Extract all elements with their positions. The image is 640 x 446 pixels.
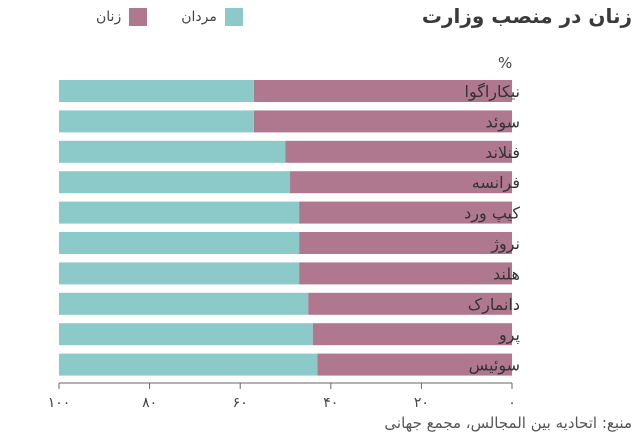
x-tick-label-1: ۲۰ xyxy=(414,395,429,411)
unit-label: % xyxy=(498,54,513,72)
bar-women-7 xyxy=(308,292,512,315)
legend-label-women: زنان xyxy=(96,9,122,25)
bar-men-4 xyxy=(59,201,300,224)
bar-women-9 xyxy=(317,353,512,376)
bar-men-7 xyxy=(59,292,309,315)
bar-men-1 xyxy=(59,110,254,133)
category-label-2: فنلاند xyxy=(485,143,520,162)
bar-women-2 xyxy=(285,140,512,163)
x-tick-label-3: ۶۰ xyxy=(233,395,248,411)
bar-men-8 xyxy=(59,323,313,346)
x-tick-label-4: ۸۰ xyxy=(142,395,157,411)
category-label-6: هلند xyxy=(493,264,520,283)
x-tick-label-5: ۱۰۰ xyxy=(48,395,71,411)
bar-women-0 xyxy=(253,80,513,102)
x-tick-label-2: ۴۰ xyxy=(323,395,338,411)
legend-swatch-men xyxy=(224,8,243,26)
category-label-0: نیکاراگوا xyxy=(465,82,521,102)
bar-women-4 xyxy=(299,201,512,224)
bar-women-8 xyxy=(312,323,512,346)
bar-men-5 xyxy=(59,232,300,254)
bar-men-2 xyxy=(59,140,286,163)
bar-men-6 xyxy=(59,262,300,285)
legend-item-men: مردان xyxy=(181,8,243,26)
legend-item-women: زنان xyxy=(96,8,148,26)
category-label-8: پرو xyxy=(498,325,520,345)
category-label-7: دانمارک xyxy=(468,295,520,315)
bar-women-6 xyxy=(299,262,512,285)
legend: مردان زنان xyxy=(62,8,243,26)
source-note: منبع: اتحادیه بین المجالس، مجمع جهانی xyxy=(384,414,632,432)
bar-men-9 xyxy=(59,353,318,376)
x-tick-label-0: ۰ xyxy=(508,395,516,411)
legend-label-men: مردان xyxy=(181,9,217,25)
bar-men-0 xyxy=(59,80,254,102)
category-label-9: سوئیس xyxy=(469,356,520,376)
legend-swatch-women xyxy=(129,8,148,26)
category-label-4: کیپ ورد xyxy=(464,204,520,224)
category-label-5: نروژ xyxy=(490,234,520,254)
category-label-1: سوئد xyxy=(485,112,520,132)
chart-title: زنان در منصب وزارت xyxy=(421,4,632,28)
category-label-3: فرانسه xyxy=(472,173,520,193)
bar-men-3 xyxy=(59,171,291,194)
bar-women-1 xyxy=(253,110,513,133)
bar-women-5 xyxy=(299,232,512,254)
bar-women-3 xyxy=(290,171,512,194)
